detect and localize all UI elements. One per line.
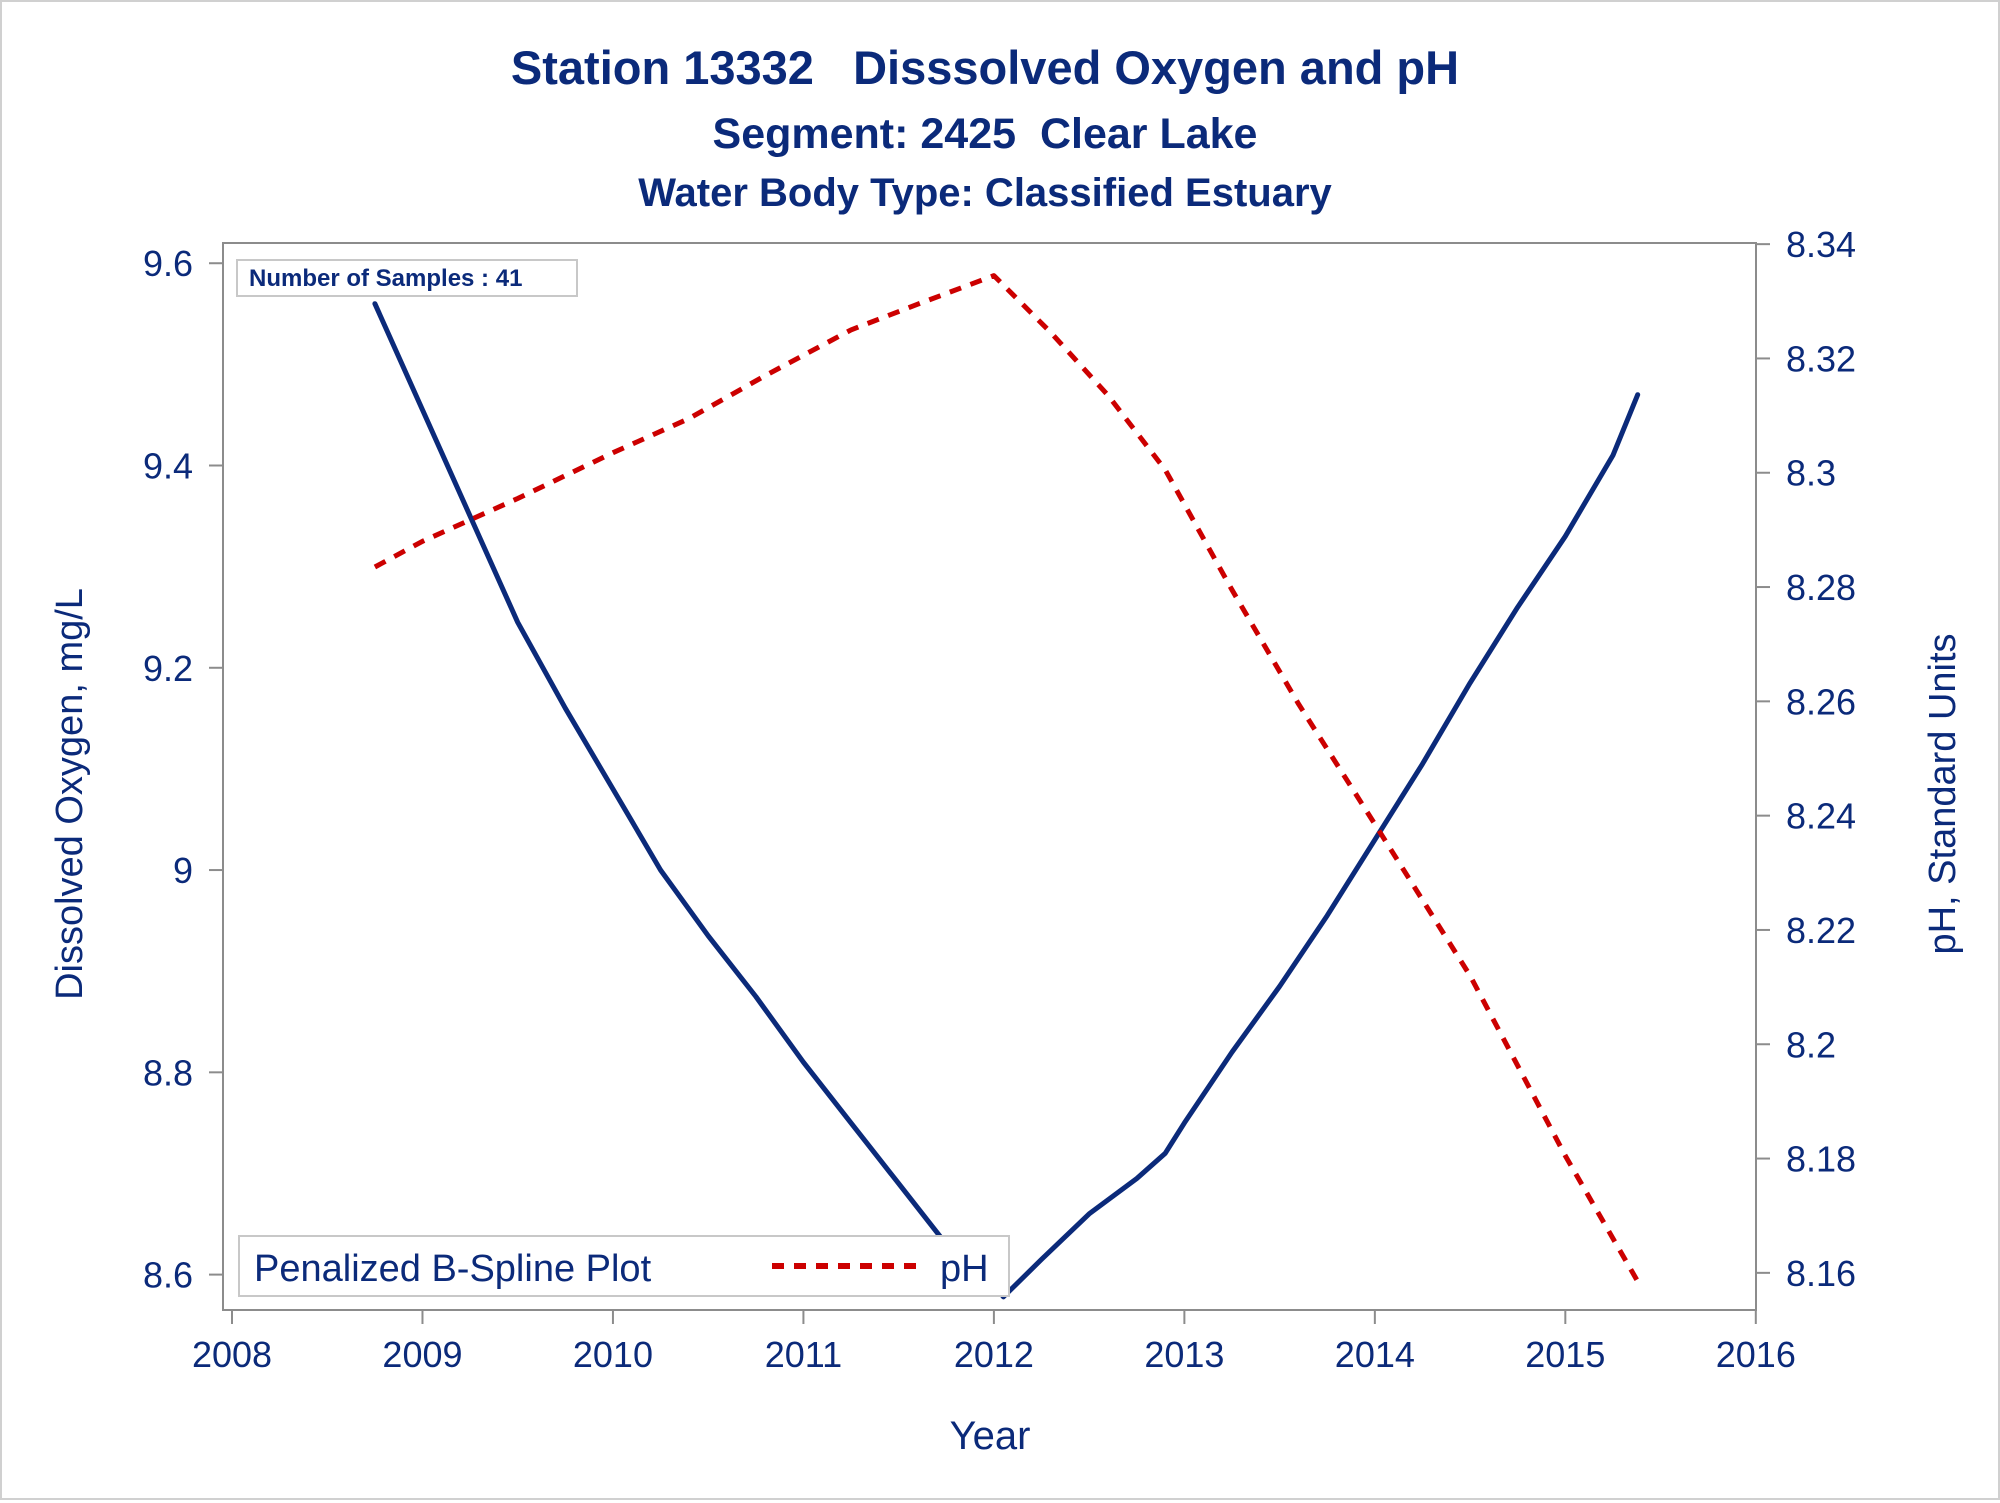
legend: Penalized B-Spline Plot pH	[238, 1235, 1010, 1297]
y-tick-label: 9.4	[143, 446, 193, 487]
dissolved-oxygen-series-line	[372, 301, 1641, 1300]
sample-count-text: Number of Samples : 41	[249, 265, 522, 292]
legend-box	[238, 1235, 1010, 1297]
y2-tick-label: 8.22	[1786, 910, 1856, 951]
x-tick-label: 2012	[954, 1334, 1034, 1375]
chart-subtitle: Segment: 2425 Clear Lake	[713, 110, 1258, 158]
y2-tick-label: 8.16	[1786, 1253, 1856, 1294]
y-tick-label: 9	[173, 850, 193, 891]
x-tick-label: 2015	[1525, 1334, 1605, 1375]
x-tick-label: 2010	[573, 1334, 653, 1375]
y-axis-right: 8.16 8.18 8.2 8.22 8.24 8.26 8.28 8.3 8.32 8.34	[1756, 224, 1856, 1294]
x-axis: 2008 2009 2010 2011 2012 2013 2014 2015 2016	[192, 1310, 1796, 1375]
legend-title: Penalized B-Spline Plot	[254, 1248, 652, 1290]
x-tick-label: 2016	[1716, 1334, 1796, 1375]
chart-title: Station 13332 Disssolved Oxygen and pH	[511, 41, 1459, 94]
y-tick-label: 8.8	[143, 1052, 193, 1093]
y2-axis-title: pH, Standard Units	[1922, 633, 1964, 954]
y-tick-label: 9.2	[143, 648, 193, 689]
x-tick-label: 2008	[192, 1334, 272, 1375]
chart-subtitle-2: Water Body Type: Classified Estuary	[638, 171, 1332, 215]
y2-tick-label: 8.26	[1786, 681, 1856, 722]
x-tick-label: 2014	[1335, 1334, 1415, 1375]
y2-tick-label: 8.34	[1786, 224, 1856, 265]
y-tick-label: 8.6	[143, 1255, 193, 1296]
y2-tick-label: 8.3	[1786, 453, 1836, 494]
plot-area	[222, 242, 1757, 1311]
y2-tick-label: 8.2	[1786, 1024, 1836, 1065]
sample-count-annotation: Number of Samples : 41	[236, 259, 578, 297]
x-tick-label: 2011	[765, 1334, 842, 1375]
series-layer	[372, 273, 1641, 1300]
y2-tick-label: 8.28	[1786, 567, 1856, 608]
y-tick-label: 9.6	[143, 243, 193, 284]
ph-series-line	[373, 273, 1640, 1283]
y2-tick-label: 8.32	[1786, 338, 1856, 379]
x-tick-label: 2009	[382, 1334, 462, 1375]
x-axis-title: Year	[950, 1414, 1031, 1458]
y-axis-title: Dissolved Oxygen, mg/L	[49, 588, 91, 1000]
y-axis-left: 8.6 8.8 9 9.2 9.4 9.6	[143, 243, 223, 1296]
legend-label-ph: pH	[940, 1248, 989, 1290]
x-tick-label: 2013	[1144, 1334, 1224, 1375]
y2-tick-label: 8.18	[1786, 1139, 1856, 1180]
y2-tick-label: 8.24	[1786, 796, 1856, 837]
